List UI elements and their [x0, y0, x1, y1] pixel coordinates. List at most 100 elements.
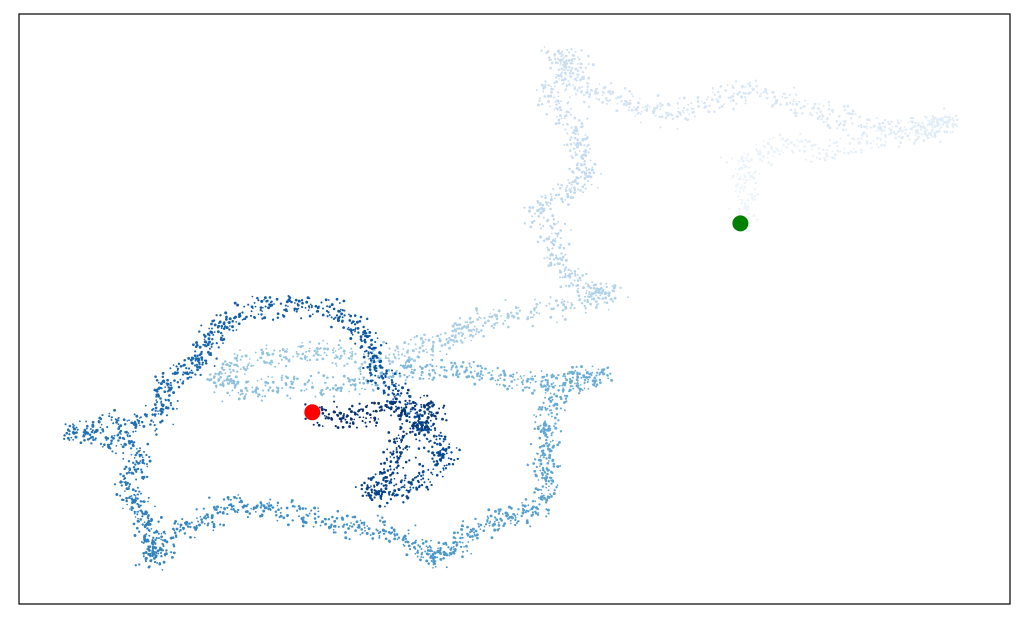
- walk-point: [404, 361, 407, 364]
- walk-point: [409, 408, 412, 411]
- walk-point: [358, 378, 361, 381]
- walk-point: [562, 263, 565, 267]
- walk-point: [563, 68, 566, 72]
- walk-point: [828, 104, 830, 107]
- walk-point: [445, 338, 448, 341]
- walk-point: [540, 495, 544, 499]
- walk-point: [365, 349, 368, 353]
- walk-point: [535, 465, 538, 469]
- walk-point: [595, 294, 597, 297]
- walk-point: [449, 547, 453, 551]
- walk-point: [254, 351, 257, 354]
- walk-point: [244, 354, 248, 358]
- walk-point: [554, 237, 557, 240]
- walk-point: [559, 407, 562, 410]
- walk-point: [167, 386, 170, 389]
- walk-point: [389, 460, 393, 463]
- walk-point: [604, 296, 608, 300]
- walk-point: [531, 316, 534, 319]
- walk-point: [552, 492, 556, 496]
- walk-point: [576, 279, 580, 282]
- walk-point: [263, 316, 267, 320]
- walk-point: [445, 452, 448, 455]
- walk-point: [401, 364, 405, 368]
- walk-point: [537, 408, 540, 411]
- walk-point: [463, 546, 465, 548]
- walk-point: [386, 357, 389, 360]
- walk-point: [213, 391, 216, 394]
- walk-point: [454, 329, 458, 333]
- walk-point: [445, 566, 448, 569]
- walk-point: [222, 523, 225, 527]
- walk-point: [165, 414, 169, 417]
- walk-point: [426, 430, 430, 434]
- walk-point: [576, 76, 579, 79]
- walk-point: [413, 404, 417, 408]
- walk-point: [497, 524, 501, 527]
- walk-point: [147, 514, 150, 517]
- walk-point: [949, 131, 952, 134]
- walk-point: [335, 405, 338, 408]
- walk-point: [268, 386, 272, 389]
- walk-point: [630, 93, 633, 95]
- walk-point: [917, 123, 920, 127]
- walk-point: [378, 504, 382, 508]
- walk-point: [365, 532, 369, 535]
- walk-point: [380, 488, 383, 491]
- walk-point: [585, 272, 588, 276]
- walk-point: [900, 142, 903, 145]
- walk-point: [559, 237, 562, 240]
- walk-point: [563, 270, 566, 273]
- walk-point: [580, 49, 583, 52]
- walk-point: [420, 483, 424, 487]
- walk-point: [133, 512, 136, 515]
- walk-point: [290, 380, 293, 383]
- walk-point: [308, 347, 311, 350]
- walk-point: [242, 318, 245, 321]
- walk-point: [545, 474, 547, 477]
- walk-point: [435, 459, 439, 463]
- walk-point: [157, 412, 160, 415]
- walk-point: [529, 525, 532, 528]
- walk-point: [465, 327, 468, 330]
- walk-point: [240, 355, 243, 358]
- walk-point: [166, 384, 169, 387]
- walk-point: [785, 138, 789, 142]
- walk-point: [493, 520, 496, 523]
- plot-background: [19, 14, 1010, 604]
- walk-point: [179, 364, 183, 368]
- walk-point: [547, 248, 550, 252]
- walk-point: [373, 416, 377, 420]
- walk-point: [354, 387, 357, 390]
- walk-point: [578, 372, 581, 376]
- walk-point: [475, 534, 478, 537]
- walk-point: [430, 483, 433, 487]
- walk-point: [404, 474, 407, 477]
- walk-point: [577, 384, 580, 387]
- walk-point: [403, 484, 406, 486]
- walk-point: [539, 227, 542, 230]
- walk-point: [567, 179, 569, 181]
- walk-point: [195, 341, 199, 345]
- walk-point: [549, 315, 553, 319]
- walk-point: [559, 64, 561, 66]
- walk-point: [644, 109, 646, 111]
- walk-point: [656, 104, 659, 107]
- walk-point: [233, 495, 236, 499]
- walk-point: [399, 395, 401, 397]
- walk-point: [406, 352, 409, 354]
- walk-point: [744, 202, 747, 205]
- walk-point: [339, 389, 343, 393]
- walk-point: [461, 332, 465, 336]
- walk-point: [744, 102, 747, 105]
- walk-point: [729, 96, 732, 99]
- walk-point: [174, 534, 178, 537]
- walk-point: [362, 521, 366, 525]
- walk-point: [228, 328, 231, 331]
- walk-point: [803, 145, 806, 148]
- walk-point: [794, 114, 798, 118]
- walk-point: [300, 389, 303, 392]
- walk-point: [585, 290, 588, 292]
- walk-point: [133, 498, 136, 501]
- walk-point: [789, 108, 793, 112]
